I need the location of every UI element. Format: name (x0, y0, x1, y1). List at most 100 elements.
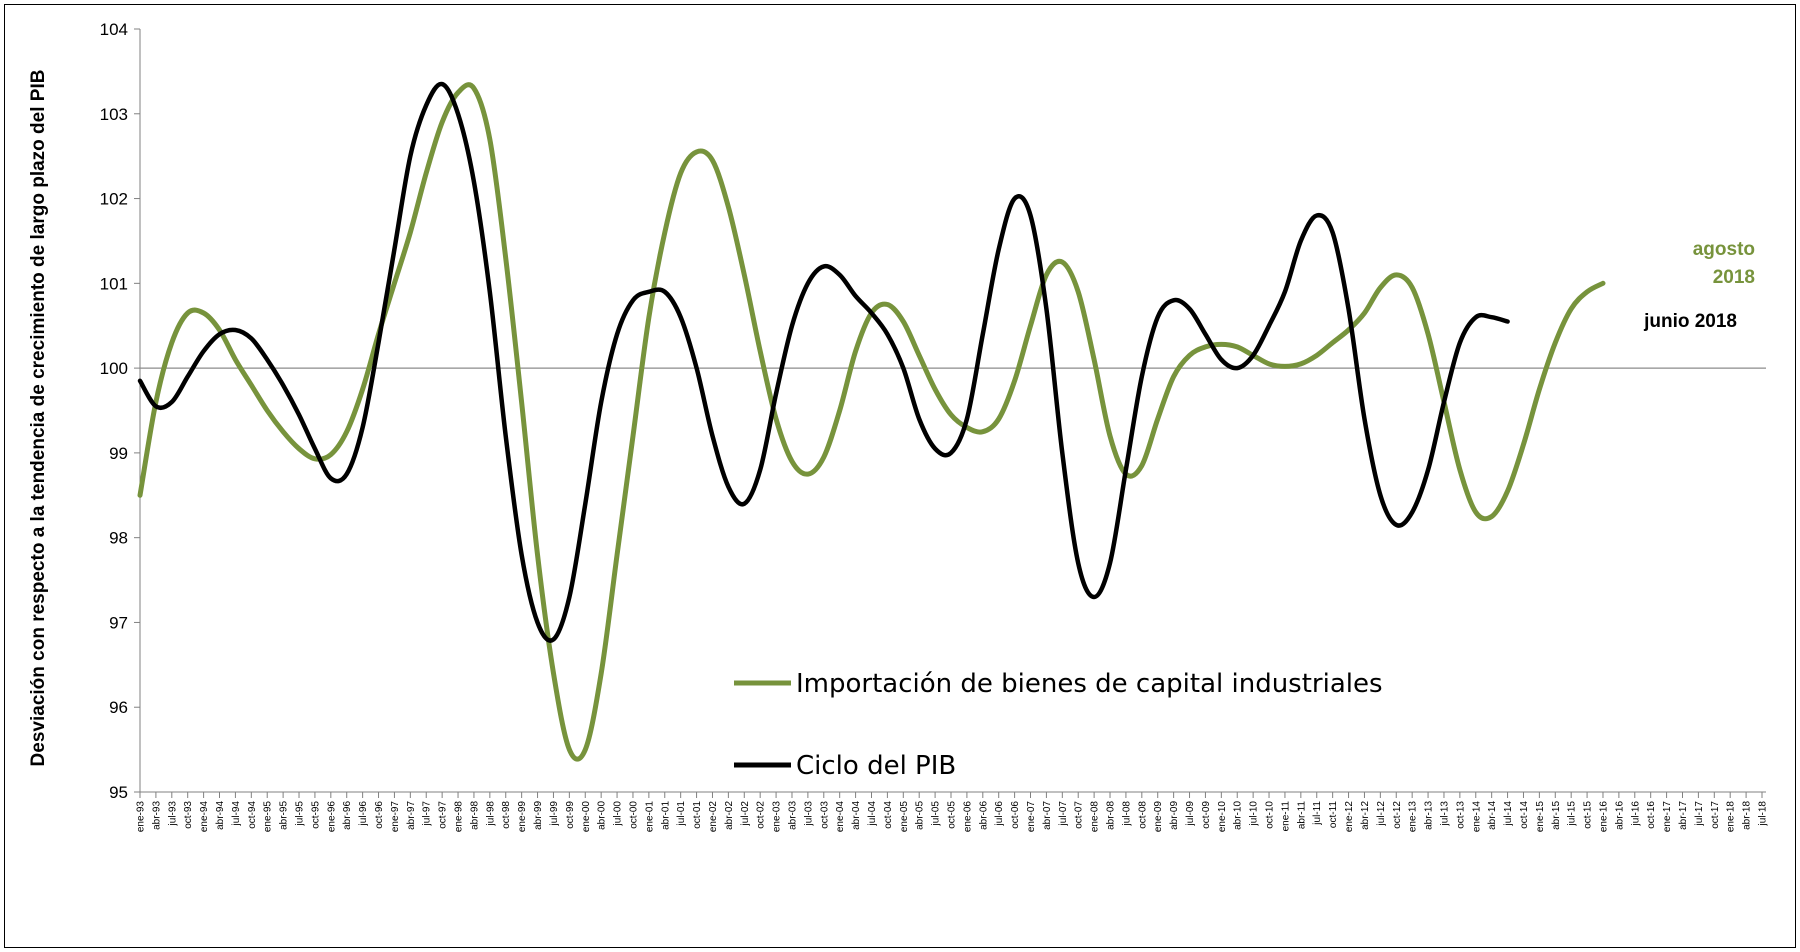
x-tick-label: ene-03 (772, 801, 783, 833)
x-tick-label: abr-01 (660, 801, 671, 830)
x-tick-label: oct-07 (1074, 801, 1085, 829)
x-tick-label: oct-03 (819, 801, 830, 829)
x-tick-label: ene-97 (390, 801, 401, 833)
x-tick-label: oct-98 (501, 801, 512, 829)
x-tick-label: ene-05 (899, 801, 910, 833)
y-tick-label: 98 (109, 529, 128, 548)
x-tick-label: abr-07 (1042, 801, 1053, 830)
x-tick-label: oct-06 (1010, 801, 1021, 829)
x-tick-label: oct-10 (1265, 801, 1276, 829)
y-tick-label: 95 (109, 783, 128, 802)
x-tick-label: abr-10 (1233, 801, 1244, 830)
x-tick-label: abr-18 (1742, 801, 1753, 830)
x-tick-label: oct-13 (1455, 801, 1466, 829)
x-tick-label: oct-08 (1137, 801, 1148, 829)
x-tick-label: abr-97 (406, 801, 417, 830)
x-tick-label: abr-04 (851, 801, 862, 830)
x-tick-label: oct-97 (438, 801, 449, 829)
x-tick-label: abr-98 (469, 801, 480, 830)
y-tick-label: 97 (109, 613, 128, 632)
x-tick-label: jul-94 (231, 801, 242, 827)
x-tick-label: jul-97 (422, 801, 433, 827)
legend: Importación de bienes de capital industr… (734, 669, 1383, 781)
x-tick-label: jul-01 (676, 801, 687, 827)
x-tick-label: ene-01 (644, 801, 655, 833)
annotation-junio-2018: junio 2018 (1643, 311, 1737, 332)
x-tick-label: ene-11 (1280, 801, 1291, 832)
x-tick-label: jul-95 (295, 801, 306, 827)
x-tick-label: jul-08 (1121, 801, 1132, 827)
x-tick-label: abr-11 (1296, 801, 1307, 830)
x-tick-label: jul-10 (1249, 801, 1260, 827)
x-tick-label: jul-05 (931, 801, 942, 827)
x-tick-label: ene-04 (835, 801, 846, 833)
y-tick-label: 104 (100, 20, 128, 39)
x-tick-label: oct-96 (374, 801, 385, 829)
x-tick-label: abr-05 (915, 801, 926, 830)
x-tick-label: jul-06 (994, 801, 1005, 827)
x-tick-label: abr-95 (279, 801, 290, 830)
x-tick-label: oct-17 (1710, 801, 1721, 829)
x-tick-label: abr-09 (1169, 801, 1180, 830)
x-tick-label: jul-00 (613, 801, 624, 827)
x-tick-label: abr-94 (215, 801, 226, 830)
x-tick-label: abr-06 (978, 801, 989, 830)
x-tick-label: oct-09 (1201, 801, 1212, 829)
y-tick-label: 96 (109, 698, 128, 717)
annotations: agosto 2018 junio 2018 (1643, 239, 1755, 332)
x-tick-label: oct-01 (692, 801, 703, 829)
x-tick-label: jul-09 (1185, 801, 1196, 827)
x-tick-label: ene-07 (1026, 801, 1037, 833)
y-axis: 95 96 97 98 99 100 101 102 103 104 (100, 20, 1766, 802)
x-tick-label: jul-96 (358, 801, 369, 827)
legend-label-imports: Importación de bienes de capital industr… (796, 669, 1383, 699)
x-tick-label: oct-14 (1519, 801, 1530, 829)
x-tick-label: oct-95 (310, 801, 321, 829)
x-tick-label: oct-15 (1583, 801, 1594, 829)
x-tick-label: abr-03 (787, 801, 798, 830)
x-tick-label: abr-08 (1106, 801, 1117, 830)
x-tick-label: oct-00 (628, 801, 639, 829)
x-tick-label: abr-02 (724, 801, 735, 830)
x-tick-label: oct-16 (1646, 801, 1657, 829)
x-tick-label: jul-04 (867, 801, 878, 827)
x-tick-label: jul-13 (1439, 801, 1450, 827)
x-tick-label: ene-98 (454, 801, 465, 833)
x-tick-label: jul-17 (1694, 801, 1705, 827)
x-tick-label: ene-13 (1408, 801, 1419, 833)
x-tick-label: ene-93 (136, 801, 147, 833)
x-tick-label: ene-08 (1090, 801, 1101, 833)
x-tick-label: ene-00 (581, 801, 592, 833)
x-tick-label: ene-16 (1598, 801, 1609, 833)
x-tick-label: abr-99 (533, 801, 544, 830)
series-line-imports (137, 82, 1606, 762)
series-layer (137, 81, 1606, 762)
x-tick-label: abr-16 (1614, 801, 1625, 830)
x-axis: ene-93 abr-93 jul-93 oct-93 ene-94 abr-94 jul-… (136, 791, 1769, 833)
x-tick-label: ene-02 (708, 801, 719, 833)
x-tick-label: oct-02 (756, 801, 767, 829)
x-tick-label: oct-04 (883, 801, 894, 829)
chart-frame (4, 4, 1796, 948)
x-tick-label: abr-13 (1424, 801, 1435, 830)
x-tick-label: abr-00 (597, 801, 608, 830)
x-tick-label: oct-12 (1392, 801, 1403, 829)
x-tick-label: ene-14 (1471, 801, 1482, 833)
x-tick-label: oct-11 (1328, 801, 1339, 828)
x-tick-label: oct-05 (947, 801, 958, 829)
series-line-gdp-cycle (137, 81, 1510, 643)
x-tick-label: jul-07 (1058, 801, 1069, 827)
legend-label-gdp: Ciclo del PIB (796, 751, 956, 781)
x-tick-label: jul-93 (167, 801, 178, 827)
x-tick-label: jul-16 (1630, 801, 1641, 827)
x-tick-label: abr-14 (1487, 801, 1498, 830)
x-tick-label: ene-94 (199, 801, 210, 833)
x-tick-label: jul-99 (549, 801, 560, 827)
x-tick-label: ene-99 (517, 801, 528, 833)
x-tick-label: ene-15 (1535, 801, 1546, 833)
x-tick-label: jul-12 (1376, 801, 1387, 827)
x-tick-label: jul-02 (740, 801, 751, 827)
y-tick-label: 100 (100, 359, 128, 378)
x-tick-label: ene-96 (326, 801, 337, 833)
